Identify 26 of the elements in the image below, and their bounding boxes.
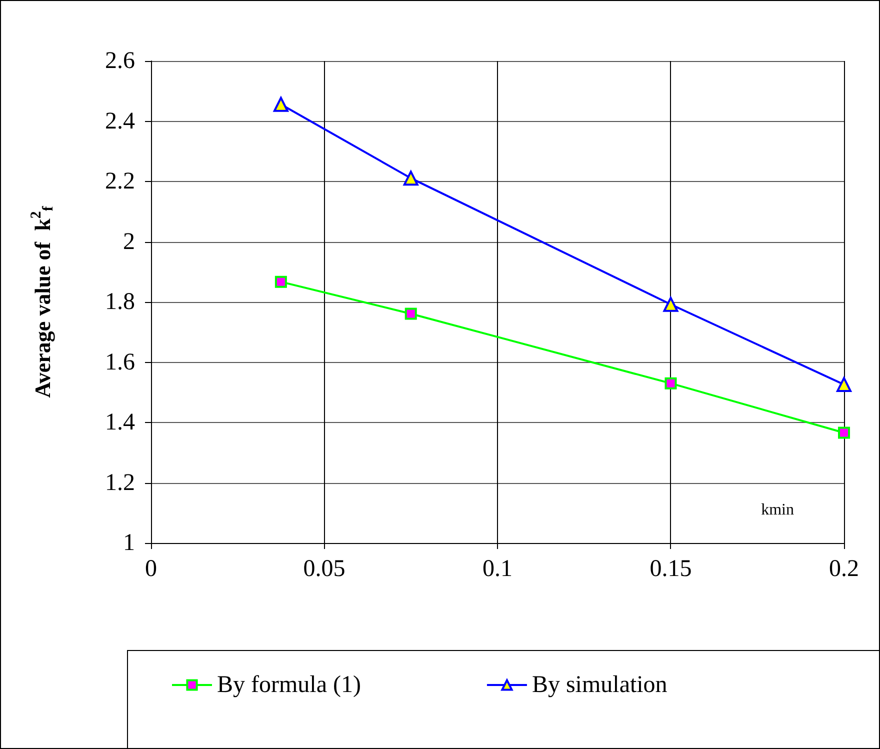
point (664, 377, 677, 390)
y-tick-label: 1.6 (105, 349, 135, 376)
y-tick-label: 2.2 (105, 168, 135, 194)
y-tick-label: 1.4 (105, 410, 135, 436)
legend-label: By formula (1) (217, 672, 361, 698)
x-tick-label: 0 (145, 556, 157, 582)
x-tick-label: 0.2 (829, 556, 859, 582)
y-tick-label: 1.2 (105, 470, 135, 496)
y-tick-label: 1 (123, 530, 135, 556)
y-tick-label: 1.8 (105, 289, 135, 315)
y-tick-label: 2.6 (105, 48, 135, 74)
y-axis-title: Average value of k2f (28, 205, 56, 398)
point (663, 296, 678, 312)
legend-label: By simulation (532, 672, 668, 698)
x-tick-label: 0.05 (303, 556, 346, 582)
x-tick-label: 0.1 (482, 556, 512, 582)
y-tick-label: 2 (123, 228, 135, 255)
point (273, 96, 288, 112)
point (836, 377, 852, 392)
point (274, 276, 287, 288)
x-axis-title: kmin (761, 502, 794, 518)
point (838, 426, 850, 439)
y-tick-label: 2.4 (105, 108, 135, 134)
point (404, 308, 417, 320)
x-tick-label: 0.15 (650, 556, 692, 582)
point (403, 170, 418, 186)
